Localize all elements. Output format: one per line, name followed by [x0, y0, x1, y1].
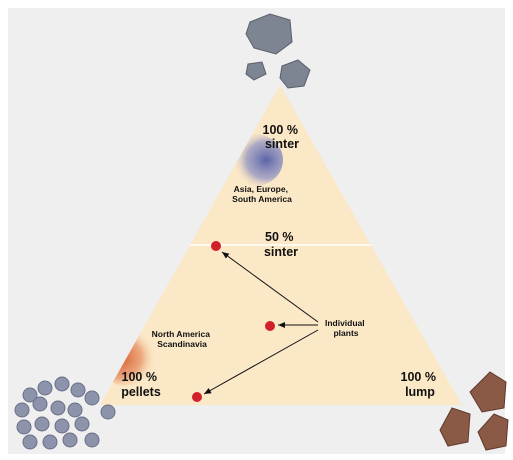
line: 100 %: [401, 370, 436, 384]
line: Scandinavia: [157, 339, 207, 349]
label-plants: Individual plants: [325, 318, 367, 338]
arrows: [203, 251, 319, 395]
line: 100 %: [263, 123, 298, 137]
line: plants: [333, 328, 358, 338]
label-lump-100: 100 % lump: [401, 370, 440, 399]
line: sinter: [265, 137, 299, 151]
line: South America: [232, 194, 292, 204]
line: 100 %: [122, 370, 157, 384]
line: Asia, Europe,: [234, 184, 288, 194]
label-north-america: North America Scandinavia: [152, 329, 213, 349]
label-sinter-100: 100 % sinter: [263, 123, 302, 151]
line: North America: [152, 329, 211, 339]
plant-dots: [192, 241, 275, 402]
label-sinter-50: 50 % sinter: [264, 230, 298, 259]
line: Individual: [325, 318, 365, 328]
line: pellets: [121, 385, 161, 399]
line: lump: [405, 385, 435, 399]
line: 50 %: [265, 230, 294, 244]
pellets: [14, 376, 116, 450]
sinter-rocks: [245, 13, 311, 89]
label-pellets-100: 100 % pellets: [121, 370, 161, 399]
lump: [439, 371, 509, 451]
line: sinter: [264, 245, 298, 259]
label-asia: Asia, Europe, South America: [232, 184, 292, 204]
